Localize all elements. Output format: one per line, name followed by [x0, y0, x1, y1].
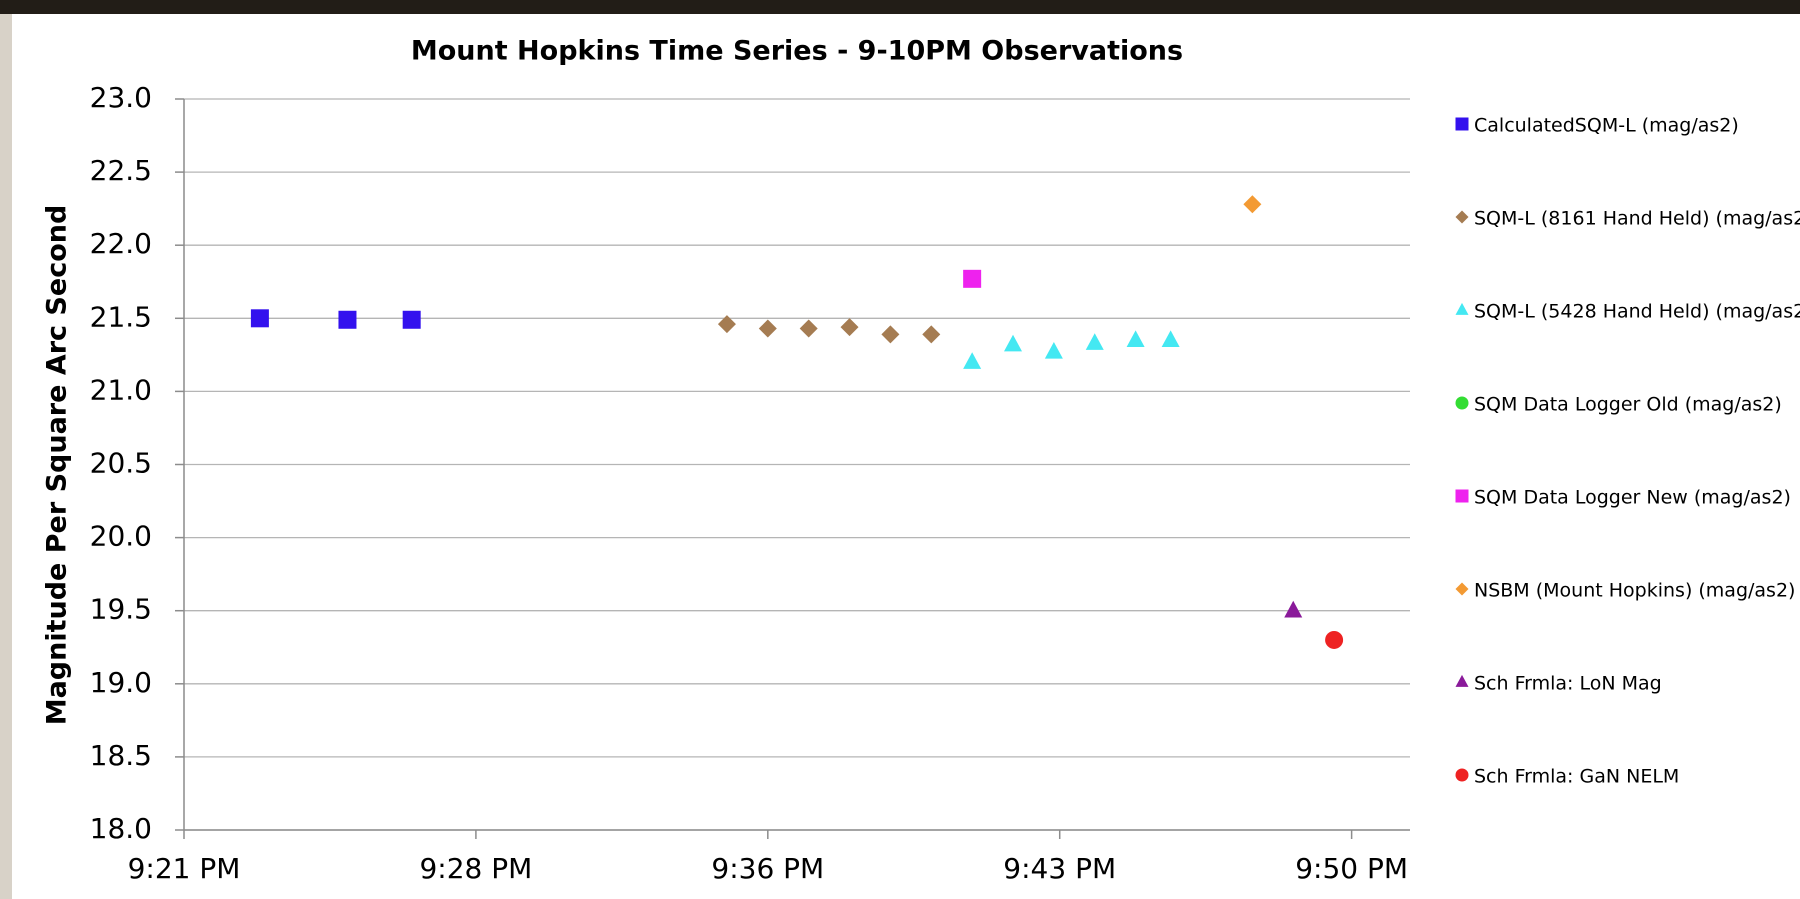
marker — [922, 325, 941, 344]
legend-label: SQM Data Logger New (mag/as2) — [1474, 487, 1791, 509]
marker — [1044, 342, 1063, 359]
marker — [881, 325, 900, 344]
y-tick-label: 19.5 — [90, 593, 152, 626]
marker — [1126, 330, 1145, 347]
legend-label: SQM Data Logger Old (mag/as2) — [1474, 394, 1782, 416]
y-tick-label: 18.5 — [90, 739, 152, 772]
marker — [1455, 489, 1469, 503]
marker — [1085, 333, 1104, 350]
marker — [963, 269, 982, 288]
x-tick-label: 9:28 PM — [419, 852, 532, 885]
window-left — [0, 14, 12, 899]
marker — [1455, 117, 1469, 131]
marker — [402, 310, 421, 329]
marker — [1284, 600, 1303, 618]
y-tick-label: 22.5 — [90, 154, 152, 187]
marker — [1455, 210, 1469, 224]
legend-label: SQM-L (5428 Hand Held) (mag/as2) — [1474, 301, 1800, 323]
marker — [1455, 674, 1469, 687]
marker — [1325, 630, 1344, 649]
legend-label: Sch Frmla: LoN Mag — [1474, 673, 1662, 695]
legend-label: SQM-L (8161 Hand Held) (mag/as2) — [1474, 208, 1800, 230]
chart-title: Mount Hopkins Time Series - 9-10PM Obser… — [411, 36, 1183, 67]
marker — [1161, 330, 1180, 347]
x-tick-label: 9:36 PM — [711, 852, 824, 885]
y-tick-label: 21.0 — [90, 373, 152, 406]
marker — [1455, 396, 1469, 410]
x-tick-label: 9:50 PM — [1295, 852, 1408, 885]
legend-label: CalculatedSQM-L (mag/as2) — [1474, 115, 1739, 137]
y-tick-label: 23.0 — [90, 81, 152, 114]
marker — [840, 318, 859, 337]
y-tick-label: 20.0 — [90, 520, 152, 553]
y-tick-label: 18.0 — [90, 812, 152, 845]
x-tick-label: 9:43 PM — [1003, 852, 1116, 885]
marker — [250, 309, 269, 328]
x-tick-label: 9:21 PM — [128, 852, 241, 885]
y-tick-label: 22.0 — [90, 227, 152, 260]
marker — [717, 315, 736, 334]
y-tick-label: 21.5 — [90, 300, 152, 333]
marker — [758, 319, 777, 338]
marker — [1004, 334, 1023, 352]
marker — [338, 310, 357, 329]
y-axis-label: Magnitude Per Square Arc Second — [42, 205, 73, 726]
legend-label: Sch Frmla: GaN NELM — [1474, 766, 1679, 788]
marker — [1455, 302, 1469, 315]
marker — [1455, 768, 1469, 782]
y-tick-label: 19.0 — [90, 666, 152, 699]
window-top — [0, 0, 1800, 14]
legend-label: NSBM (Mount Hopkins) (mag/as2) — [1474, 580, 1795, 602]
marker — [799, 319, 818, 338]
chart-background — [12, 14, 1800, 899]
marker — [1243, 195, 1262, 214]
marker — [1455, 582, 1469, 596]
marker — [963, 352, 982, 369]
y-tick-label: 20.5 — [90, 447, 152, 480]
